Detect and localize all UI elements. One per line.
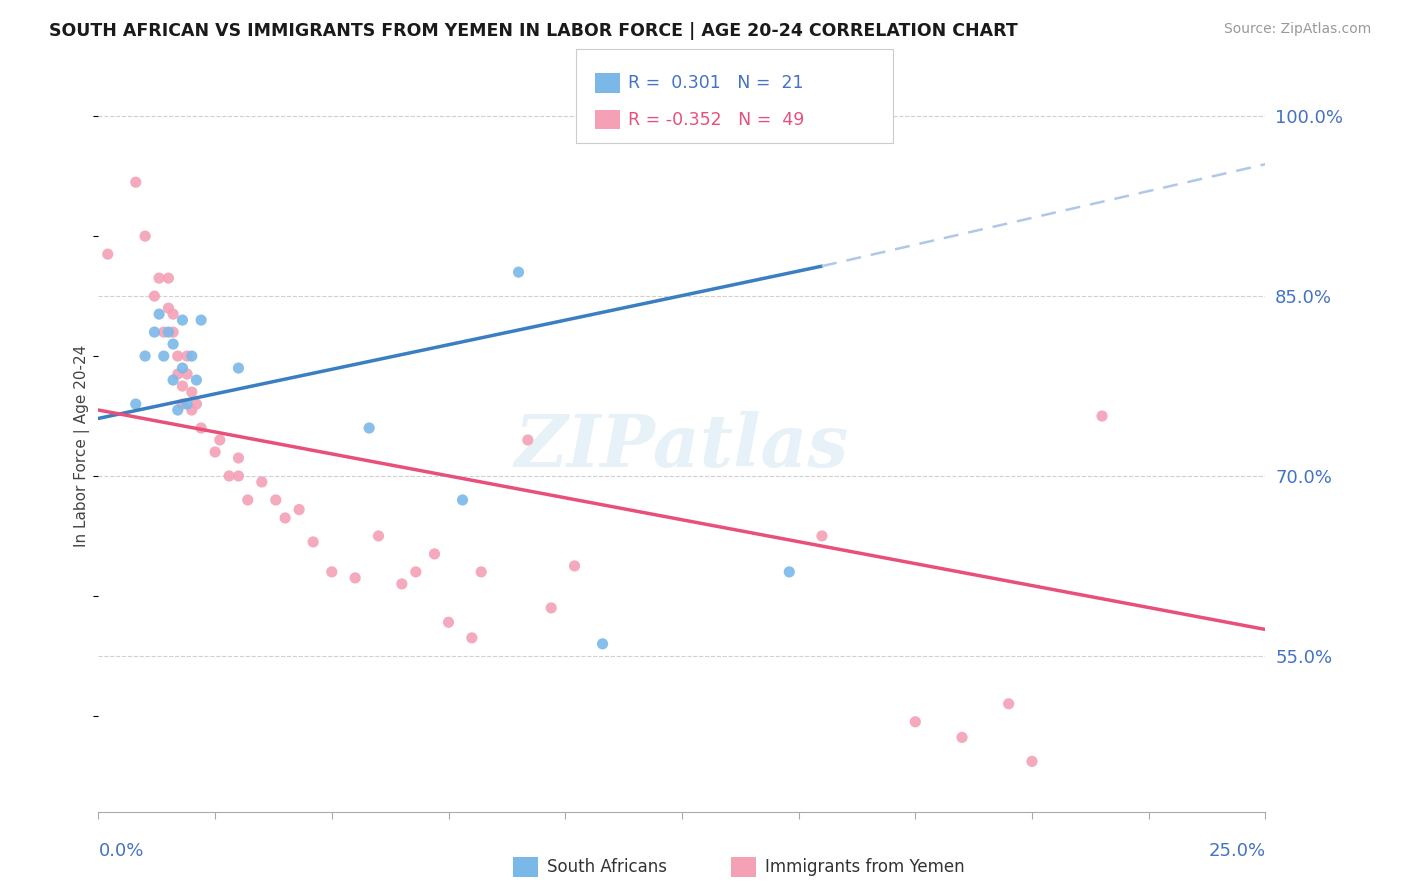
Point: [180, 385, 202, 400]
Point: [125, 175, 148, 189]
Point: [172, 361, 194, 376]
Point: [288, 502, 311, 516]
Point: [250, 475, 273, 489]
Text: ZIPatlas: ZIPatlas: [515, 410, 849, 482]
Point: [172, 379, 194, 393]
Point: [162, 337, 184, 351]
Text: South Africans: South Africans: [547, 858, 666, 876]
Point: [811, 529, 834, 543]
Point: [186, 397, 208, 411]
Point: [148, 271, 170, 285]
Y-axis label: In Labor Force | Age 20-24: In Labor Force | Age 20-24: [75, 345, 90, 547]
Point: [143, 289, 166, 303]
Point: [97, 247, 120, 261]
Point: [274, 511, 297, 525]
Point: [321, 565, 343, 579]
Point: [1091, 409, 1114, 423]
Point: [204, 445, 226, 459]
Point: [904, 714, 927, 729]
Point: [451, 492, 474, 507]
Point: [162, 307, 184, 321]
Point: [228, 469, 250, 483]
Point: [405, 565, 427, 579]
Text: 0.0%: 0.0%: [98, 842, 143, 860]
Text: Immigrants from Yemen: Immigrants from Yemen: [765, 858, 965, 876]
Point: [437, 615, 460, 630]
Point: [148, 307, 170, 321]
Point: [166, 367, 188, 381]
Point: [470, 565, 492, 579]
Point: [997, 697, 1019, 711]
Point: [516, 433, 538, 447]
Point: [190, 421, 212, 435]
Point: [564, 558, 586, 573]
Point: [236, 492, 259, 507]
Point: [134, 229, 156, 244]
Point: [172, 313, 194, 327]
Point: [190, 313, 212, 327]
Point: [367, 529, 389, 543]
Point: [176, 397, 198, 411]
Point: [180, 349, 202, 363]
Point: [157, 301, 180, 315]
Point: [264, 492, 287, 507]
Point: [172, 397, 194, 411]
Text: R = -0.352   N =  49: R = -0.352 N = 49: [628, 111, 804, 128]
Point: [1021, 755, 1043, 769]
Point: [186, 373, 208, 387]
Point: [134, 349, 156, 363]
Point: [152, 349, 174, 363]
Point: [157, 325, 180, 339]
Point: [344, 571, 367, 585]
Point: [125, 397, 148, 411]
Point: [162, 373, 184, 387]
Point: [359, 421, 381, 435]
Point: [176, 349, 198, 363]
Point: [778, 565, 800, 579]
Point: [540, 600, 562, 615]
Point: [143, 325, 166, 339]
Point: [950, 731, 973, 745]
Point: [157, 271, 180, 285]
Point: [391, 577, 413, 591]
Point: [592, 637, 614, 651]
Point: [166, 349, 188, 363]
Point: [461, 631, 484, 645]
Point: [152, 325, 174, 339]
Point: [302, 535, 325, 549]
Point: [423, 547, 446, 561]
Text: 25.0%: 25.0%: [1208, 842, 1265, 860]
Text: SOUTH AFRICAN VS IMMIGRANTS FROM YEMEN IN LABOR FORCE | AGE 20-24 CORRELATION CH: SOUTH AFRICAN VS IMMIGRANTS FROM YEMEN I…: [49, 22, 1018, 40]
Text: R =  0.301   N =  21: R = 0.301 N = 21: [628, 74, 804, 92]
Point: [508, 265, 530, 279]
Point: [180, 403, 202, 417]
Point: [208, 433, 231, 447]
Point: [218, 469, 240, 483]
Point: [228, 450, 250, 465]
Text: Source: ZipAtlas.com: Source: ZipAtlas.com: [1223, 22, 1371, 37]
Point: [162, 325, 184, 339]
Point: [176, 367, 198, 381]
Point: [228, 361, 250, 376]
Point: [166, 403, 188, 417]
